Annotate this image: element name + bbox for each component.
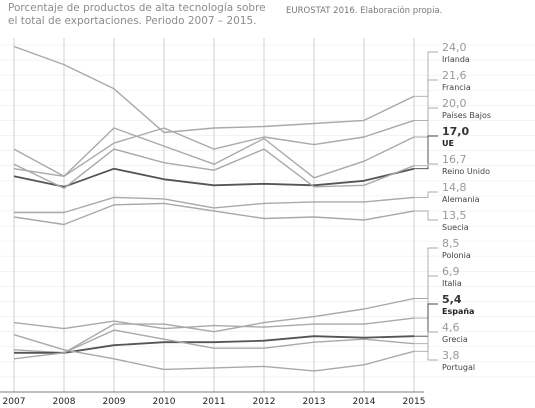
series-name-label: España <box>442 307 474 316</box>
series-line-españa <box>14 335 415 354</box>
series-name-label: Polonia <box>442 251 471 260</box>
x-tick-label: 2015 <box>403 397 426 407</box>
series-line-reino-unido <box>13 148 415 190</box>
series-value-label: 21,6 <box>442 69 467 82</box>
leader-line <box>414 163 438 167</box>
leader-line <box>414 210 438 221</box>
leader-line <box>414 331 438 352</box>
leader-line <box>414 135 438 170</box>
series-line-portugal <box>13 329 415 360</box>
chart-source: EUROSTAT 2016. Elaboración propia. <box>286 6 443 16</box>
series-line-países-bajos <box>13 127 415 179</box>
series-name-label: Alemania <box>442 195 480 204</box>
series-value-label: 14,8 <box>442 181 467 194</box>
series-value-label: 5,4 <box>442 293 462 306</box>
leader-line <box>414 275 438 319</box>
series-name-label: Grecia <box>442 335 468 344</box>
series-value-label: 17,0 <box>442 125 469 138</box>
series-value-label: 6,9 <box>442 265 460 278</box>
series-line-ue <box>13 167 415 188</box>
x-tick-label: 2010 <box>153 397 176 407</box>
x-tick-label: 2012 <box>253 397 276 407</box>
x-tick-label: 2008 <box>53 397 76 407</box>
leader-line <box>414 303 438 337</box>
x-tick-label: 2009 <box>103 397 126 407</box>
series-line-irlanda <box>13 45 415 134</box>
series-line-francia <box>13 119 415 178</box>
series-name-label: Francia <box>442 83 471 92</box>
series-value-label: 8,5 <box>442 237 460 250</box>
leader-line <box>414 247 438 299</box>
chart-title: Porcentaje de productos de alta tecnolog… <box>8 2 266 27</box>
series-line-grecia <box>13 334 415 372</box>
series-line-suecia <box>13 202 415 226</box>
leader-line <box>414 191 438 198</box>
series-name-label: Portugal <box>442 363 475 372</box>
x-tick-label: 2011 <box>203 397 226 407</box>
series-name-label: Italia <box>442 279 462 288</box>
x-tick-label: 2013 <box>303 397 326 407</box>
series-value-label: 16,7 <box>442 153 467 166</box>
series-line-alemania <box>14 196 415 214</box>
series-name-label: Reino Unido <box>442 167 490 176</box>
leader-line <box>414 79 438 121</box>
series-value-label: 20,0 <box>442 97 467 110</box>
series-value-label: 3,8 <box>442 349 460 362</box>
series-value-label: 4,6 <box>442 321 460 334</box>
series-name-label: Irlanda <box>442 55 470 64</box>
leader-line <box>414 51 438 97</box>
x-tick-label: 2007 <box>3 397 26 407</box>
series-name-label: UE <box>442 139 454 148</box>
series-name-label: Suecia <box>442 223 469 232</box>
leader-line <box>414 343 438 361</box>
leader-line <box>414 107 438 138</box>
series-value-label: 13,5 <box>442 209 467 222</box>
series-name-label: Países Bajos <box>442 111 491 120</box>
series-line-polonia <box>13 297 415 354</box>
x-tick-label: 2014 <box>353 397 376 407</box>
series-value-label: 24,0 <box>442 41 467 54</box>
series-line-italia <box>13 317 415 330</box>
